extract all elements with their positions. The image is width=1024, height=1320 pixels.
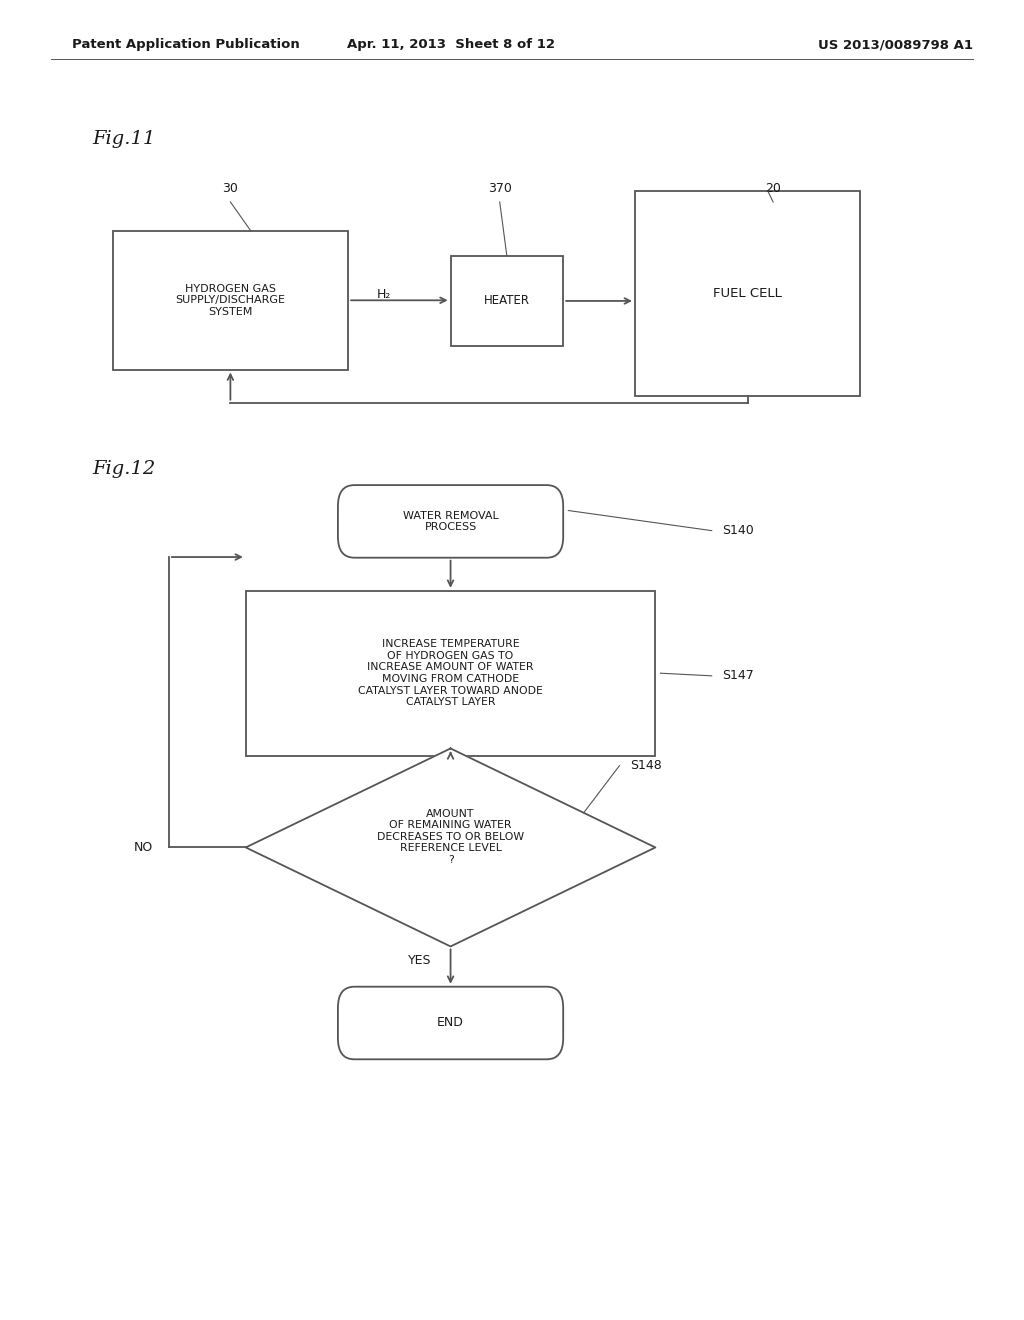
Text: END: END: [437, 1016, 464, 1030]
FancyBboxPatch shape: [338, 484, 563, 557]
Text: 30: 30: [222, 182, 239, 195]
Text: Apr. 11, 2013  Sheet 8 of 12: Apr. 11, 2013 Sheet 8 of 12: [346, 38, 555, 51]
Bar: [246, 591, 655, 755]
Text: Fig.11: Fig.11: [92, 129, 156, 148]
Text: Fig.12: Fig.12: [92, 459, 156, 478]
Bar: [451, 256, 563, 346]
Text: US 2013/0089798 A1: US 2013/0089798 A1: [818, 38, 973, 51]
Text: HEATER: HEATER: [484, 294, 529, 308]
FancyBboxPatch shape: [338, 987, 563, 1059]
Text: AMOUNT
OF REMAINING WATER
DECREASES TO OR BELOW
REFERENCE LEVEL
?: AMOUNT OF REMAINING WATER DECREASES TO O…: [377, 809, 524, 865]
Text: YES: YES: [409, 954, 431, 968]
Text: S147: S147: [722, 669, 754, 682]
Text: HYDROGEN GAS
SUPPLY/DISCHARGE
SYSTEM: HYDROGEN GAS SUPPLY/DISCHARGE SYSTEM: [175, 284, 286, 317]
Text: NO: NO: [134, 841, 153, 854]
Text: 370: 370: [487, 182, 512, 195]
Polygon shape: [246, 748, 655, 946]
Text: INCREASE TEMPERATURE
OF HYDROGEN GAS TO
INCREASE AMOUNT OF WATER
MOVING FROM CAT: INCREASE TEMPERATURE OF HYDROGEN GAS TO …: [358, 639, 543, 708]
Text: 20: 20: [765, 182, 781, 195]
Bar: [113, 231, 348, 370]
Text: WATER REMOVAL
PROCESS: WATER REMOVAL PROCESS: [402, 511, 499, 532]
Text: FUEL CELL: FUEL CELL: [713, 288, 782, 300]
Bar: [635, 191, 860, 396]
Text: H₂: H₂: [377, 288, 391, 301]
Text: Patent Application Publication: Patent Application Publication: [72, 38, 299, 51]
Text: S140: S140: [722, 524, 754, 537]
Text: S148: S148: [630, 759, 662, 772]
